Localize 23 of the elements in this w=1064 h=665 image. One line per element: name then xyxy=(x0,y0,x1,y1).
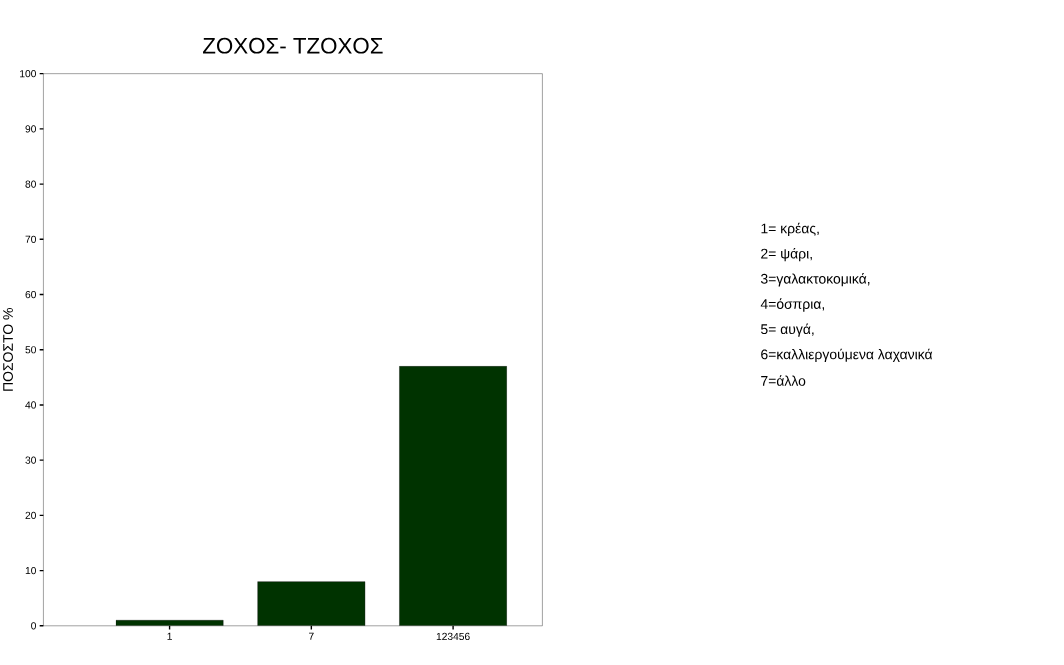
text: 6=καλλιεργούμενα λαχανικά xyxy=(761,348,933,363)
y-tick-label: 20 xyxy=(25,511,36,519)
text: 1= κρέας, xyxy=(761,222,819,237)
y-tick-label: 90 xyxy=(25,125,36,133)
y-tick-label: 10 xyxy=(25,566,36,575)
y-tick-label: 80 xyxy=(25,180,36,188)
x-tick-label: 7 xyxy=(309,632,314,640)
y-tick-label: 40 xyxy=(25,401,36,409)
y-tick-label: 70 xyxy=(25,235,36,243)
text: 5= αυγά, xyxy=(761,323,814,337)
y-tick-label: 100 xyxy=(20,70,36,78)
text: 3=γαλακτοκομικά, xyxy=(760,273,870,287)
y-tick-label: 30 xyxy=(25,456,36,464)
y-tick-label: 60 xyxy=(25,290,36,299)
text: 2= ψάρι, xyxy=(761,247,812,262)
chart-title: ΖΟΧΟΣ- ΤΖΟΧΟΣ xyxy=(203,37,383,54)
x-tick-label: 1 xyxy=(167,632,172,640)
y-tick-label: 50 xyxy=(25,346,36,354)
text: 4=όσπρια, xyxy=(760,298,824,312)
y-tick-label: 0 xyxy=(31,622,36,630)
x-tick-label: 123456 xyxy=(436,632,470,641)
y-axis-title: ΠΟΣΟΣΤΟ % xyxy=(3,308,13,391)
text: 7=άλλο xyxy=(761,375,806,386)
